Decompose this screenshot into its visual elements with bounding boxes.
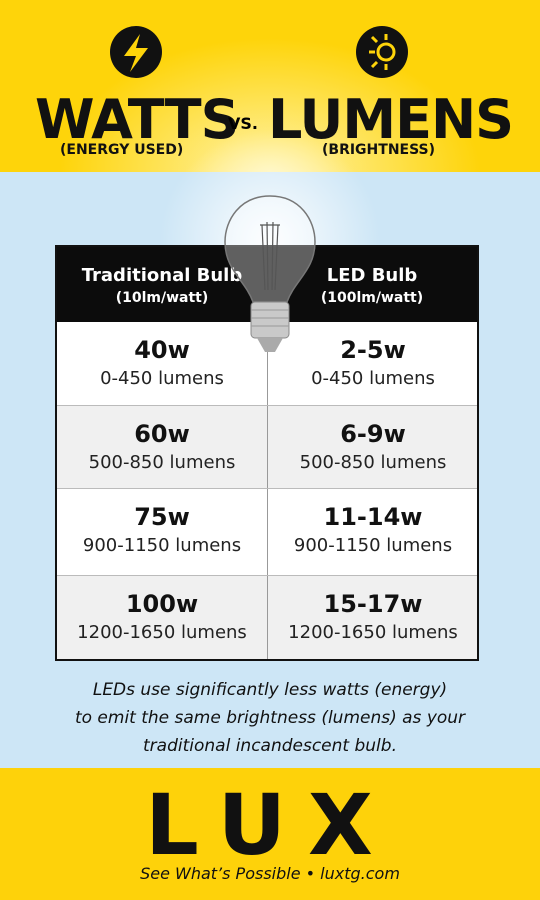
sun bbox=[376, 42, 396, 62]
note-line: LEDs use significantly less watts (energ… bbox=[92, 680, 448, 700]
table-cell: 15-17w 1200-1650 lumens bbox=[267, 576, 478, 659]
watts: 100w bbox=[125, 590, 199, 618]
lumens: 1200-1650 lumens bbox=[288, 622, 458, 643]
lumens: 0-450 lumens bbox=[311, 368, 435, 389]
table-cell: 75w 900-1150 lumens bbox=[57, 489, 267, 576]
vs: VS. bbox=[228, 114, 258, 133]
watts: 11-14w bbox=[323, 503, 423, 531]
sun-rays bbox=[369, 34, 388, 70]
tagline: See What’s Possible • luxtg.com bbox=[140, 864, 400, 883]
column-subtitle: (100lm/watt) bbox=[320, 290, 424, 306]
table-cell: 6-9w 500-850 lumens bbox=[267, 406, 478, 489]
table-cell: 60w 500-850 lumens bbox=[57, 406, 267, 489]
column-title: Traditional Bulb bbox=[81, 265, 243, 286]
watts-title: WATTS bbox=[35, 88, 240, 151]
column-subtitle: (10lm/watt) bbox=[115, 290, 209, 306]
lumens-subtitle: (BRIGHTNESS) bbox=[322, 142, 436, 158]
footer-band: LUX See What’s Possible • luxtg.com bbox=[0, 768, 540, 900]
table-row: 100w 1200-1650 lumens 15-17w 1200-1650 lume… bbox=[57, 575, 477, 659]
column-header: Traditional Bulb (10lm/watt) bbox=[57, 247, 267, 322]
watts: 40w bbox=[134, 336, 190, 364]
watts: 75w bbox=[134, 503, 190, 531]
lumens: 500-850 lumens bbox=[299, 452, 447, 473]
watts: 6-9w bbox=[340, 420, 406, 448]
logo: LUX bbox=[145, 776, 395, 874]
lumens-title: LUMENS bbox=[268, 88, 514, 151]
lumens: 500-850 lumens bbox=[88, 452, 236, 473]
lumens: 900-1150 lumens bbox=[293, 535, 453, 556]
watts: 2-5w bbox=[340, 336, 406, 364]
table-cell: 40w 0-450 lumens bbox=[57, 322, 267, 405]
brightness-icon bbox=[356, 26, 408, 78]
note-line: traditional incandescent bulb. bbox=[143, 736, 397, 756]
column-title: LED Bulb bbox=[326, 265, 418, 286]
note-line: to emit the same brightness (lumens) as … bbox=[74, 708, 466, 728]
table-row: 75w 900-1150 lumens 11-14w 900-1150 lumens bbox=[57, 488, 477, 576]
lumens: 0-450 lumens bbox=[100, 368, 224, 389]
watts: 15-17w bbox=[323, 590, 423, 618]
watts-subtitle: (ENERGY USED) bbox=[60, 142, 184, 158]
column-header: LED Bulb (100lm/watt) bbox=[267, 247, 477, 322]
lumens: 900-1150 lumens bbox=[82, 535, 242, 556]
table-cell: 100w 1200-1650 lumens bbox=[57, 576, 267, 659]
watts: 60w bbox=[134, 420, 190, 448]
table-cell: 2-5w 0-450 lumens bbox=[267, 322, 478, 405]
bolt bbox=[124, 34, 148, 72]
table-row: 60w 500-850 lumens 6-9w 500-850 lumens bbox=[57, 405, 477, 489]
bulb bbox=[224, 195, 316, 352]
note: LEDs use significantly less watts (energ… bbox=[0, 676, 540, 760]
lumens: 1200-1650 lumens bbox=[77, 622, 247, 643]
table-cell: 11-14w 900-1150 lumens bbox=[267, 489, 478, 576]
